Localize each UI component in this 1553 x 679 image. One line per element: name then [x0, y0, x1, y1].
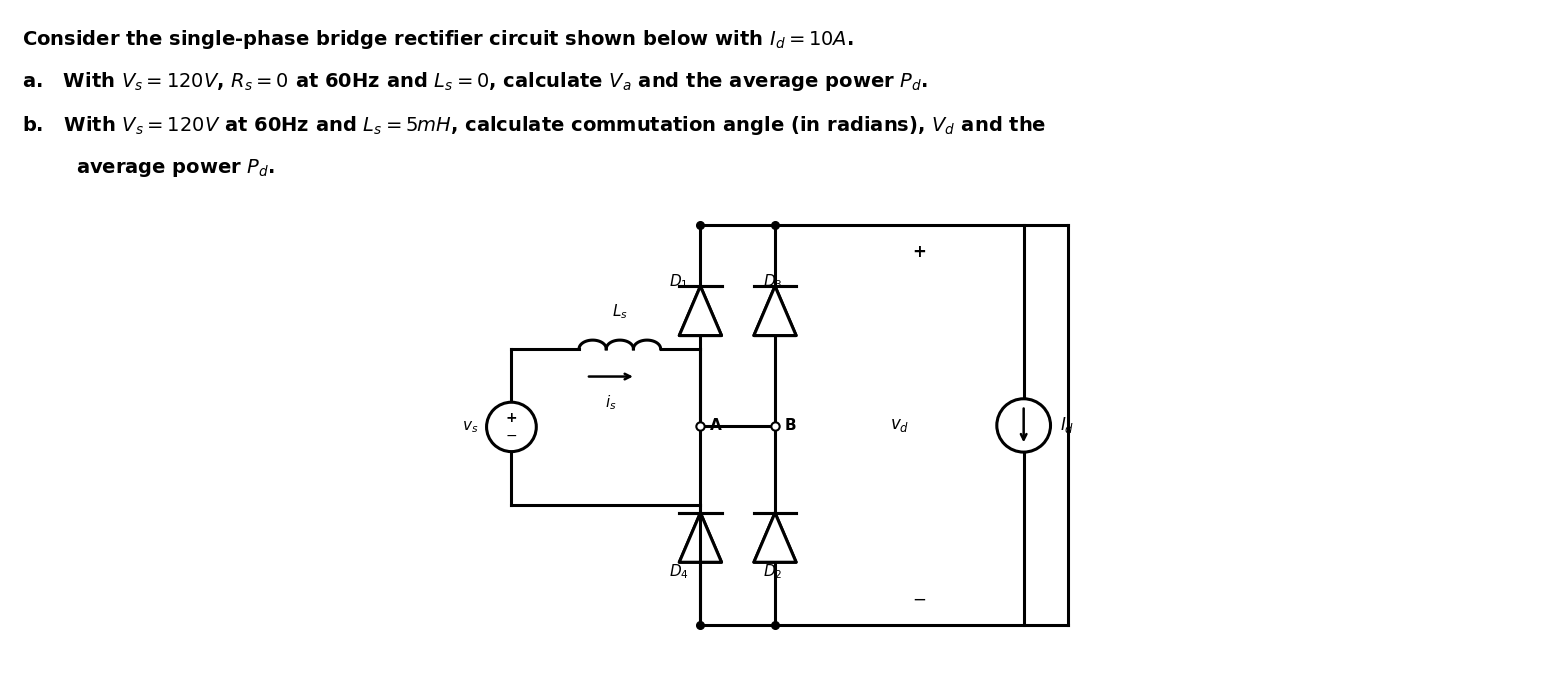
Text: A: A: [710, 418, 722, 433]
Text: B: B: [784, 418, 797, 433]
Circle shape: [997, 399, 1050, 452]
Text: a.   With $V_s = 120V$, $R_s = 0$ at 60Hz and $L_s = 0$, calculate $V_a$ and the: a. With $V_s = 120V$, $R_s = 0$ at 60Hz …: [22, 71, 929, 93]
Text: $v_s$: $v_s$: [463, 419, 478, 435]
Text: $D_4$: $D_4$: [669, 563, 688, 581]
Text: $D_1$: $D_1$: [669, 272, 688, 291]
Text: $D_2$: $D_2$: [763, 563, 783, 581]
Polygon shape: [753, 513, 797, 562]
Text: Consider the single-phase bridge rectifier circuit shown below with $I_d = 10A$.: Consider the single-phase bridge rectifi…: [22, 28, 854, 51]
Text: +: +: [912, 243, 926, 261]
Text: $v_d$: $v_d$: [890, 416, 909, 435]
Polygon shape: [753, 286, 797, 335]
Text: $L_s$: $L_s$: [612, 303, 627, 321]
Text: b.   With $V_s = 120V$ at 60Hz and $L_s = 5mH$, calculate commutation angle (in : b. With $V_s = 120V$ at 60Hz and $L_s = …: [22, 114, 1047, 136]
Text: $i_s$: $i_s$: [606, 393, 617, 412]
Circle shape: [486, 402, 536, 452]
Polygon shape: [679, 513, 722, 562]
Text: average power $P_d$.: average power $P_d$.: [76, 158, 275, 179]
Text: $D_3$: $D_3$: [763, 272, 783, 291]
Text: +: +: [506, 411, 517, 425]
Text: $I_d$: $I_d$: [1061, 416, 1075, 435]
Text: $-$: $-$: [505, 428, 517, 442]
Polygon shape: [679, 286, 722, 335]
Text: $-$: $-$: [912, 589, 926, 608]
